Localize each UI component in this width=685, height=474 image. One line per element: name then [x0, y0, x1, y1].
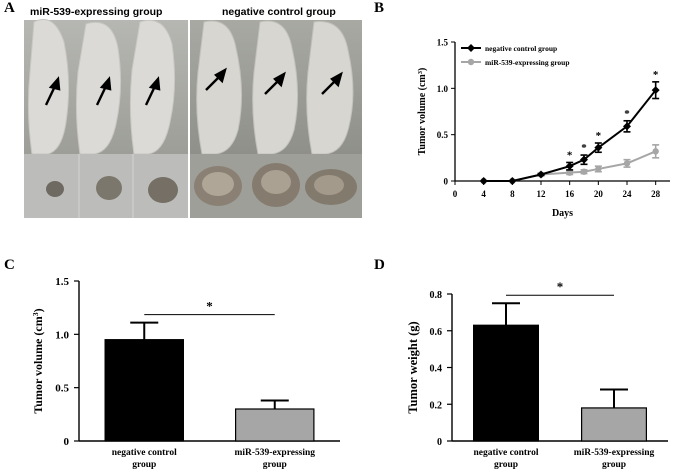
b-significance-star: * [581, 142, 587, 154]
b-data-point [651, 86, 660, 95]
b-data-point [479, 177, 488, 185]
d-category-label: group [602, 460, 626, 470]
control-group-title: negative control group [222, 6, 336, 18]
b-significance-star: * [624, 108, 630, 120]
mir539-group-title: miR-539-expressing group [30, 6, 163, 18]
d-category-label: negative control [474, 448, 539, 458]
d-category-label: group [494, 460, 518, 470]
b-data-point [508, 177, 517, 185]
b-data-point [580, 155, 588, 164]
b-significance-star: * [596, 130, 602, 142]
panel-label-d: D [374, 257, 385, 273]
b-data-point [580, 168, 588, 175]
b-data-point [566, 169, 573, 176]
c-y-axis-label: Tumor volume (cm3) [31, 308, 46, 413]
d-y-tick-label: 0.6 [430, 327, 443, 338]
panel-label-b: B [374, 0, 385, 16]
tumor-sample [96, 176, 122, 200]
tumor-photo-panel: miR-539-expressing group negative contro… [24, 2, 362, 218]
c-category-label: miR-539-expressing [234, 448, 315, 458]
mouse-body [75, 22, 122, 155]
c-category-label: group [132, 460, 156, 470]
b-significance-star: * [653, 69, 659, 81]
b-x-axis-label: Days [552, 208, 573, 219]
d-y-tick-label: 0 [437, 437, 442, 448]
panel-label-c: C [4, 257, 15, 273]
b-data-point [537, 170, 545, 179]
b-x-tick-label: 12 [537, 189, 547, 199]
c-bar [104, 339, 185, 442]
tumor-arrow-head [273, 71, 286, 88]
mouse-body [196, 20, 243, 155]
mouse-body [252, 20, 299, 155]
c-category-label: group [263, 460, 287, 470]
b-y-tick-label: 1.5 [437, 38, 449, 48]
c-category-label: negative control [112, 448, 177, 458]
b-x-tick-label: 28 [651, 189, 661, 199]
b-x-tick-label: 16 [565, 189, 575, 199]
b-x-tick-label: 24 [623, 189, 633, 199]
d-y-axis-label: Tumor weight (g) [406, 321, 420, 413]
b-series-line [483, 89, 657, 182]
b-x-tick-label: 8 [510, 189, 515, 199]
c-y-tick-label: 1.0 [55, 329, 69, 341]
mouse-body [27, 19, 70, 155]
b-legend-marker [467, 44, 475, 52]
tumor-arrow-head [330, 71, 343, 88]
b-x-tick-label: 4 [481, 189, 486, 199]
b-data-point [595, 165, 602, 173]
d-y-tick-label: 0.4 [430, 364, 443, 375]
b-legend-marker [467, 58, 475, 66]
c-y-tick-label: 0 [64, 436, 70, 448]
tumor-sample [148, 177, 178, 203]
d-bar [580, 407, 647, 442]
mouse-photos-image [24, 19, 362, 218]
d-significance-star: * [557, 279, 564, 294]
tumor-arrow-head [214, 67, 227, 84]
b-legend-label: miR-539-expressing group [485, 58, 570, 67]
c-y-tick-label: 0.5 [55, 383, 69, 395]
b-x-tick-label: 0 [453, 189, 458, 199]
tumor-arrow-head [148, 76, 161, 91]
d-y-tick-label: 0.8 [430, 290, 443, 301]
tumor-sample [46, 181, 64, 197]
c-y-tick-label: 1.5 [55, 276, 69, 288]
b-y-tick-label: 0 [444, 177, 449, 187]
d-category-label: miR-539-expressing [574, 448, 655, 458]
b-legend-label: negative control group [485, 44, 557, 53]
b-data-point [565, 162, 574, 171]
b-significance-star: * [567, 149, 573, 161]
b-y-axis-label: Tumor volume (cm3) [417, 68, 429, 156]
b-y-tick-label: 1.0 [437, 84, 449, 94]
d-y-tick-label: 0.2 [430, 400, 443, 411]
b-data-point [652, 148, 659, 155]
tumor-arrow-head [99, 76, 112, 91]
c-significance-star: * [206, 299, 213, 314]
c-bar [235, 408, 315, 442]
panel-label-a: A [4, 0, 15, 16]
d-bar [473, 324, 540, 442]
b-data-point [623, 122, 631, 131]
b-data-point [623, 160, 631, 167]
b-y-tick-label: 0.5 [437, 130, 449, 140]
b-data-point [594, 143, 603, 152]
tumor-arrow-head [48, 76, 61, 91]
b-x-tick-label: 20 [594, 189, 604, 199]
